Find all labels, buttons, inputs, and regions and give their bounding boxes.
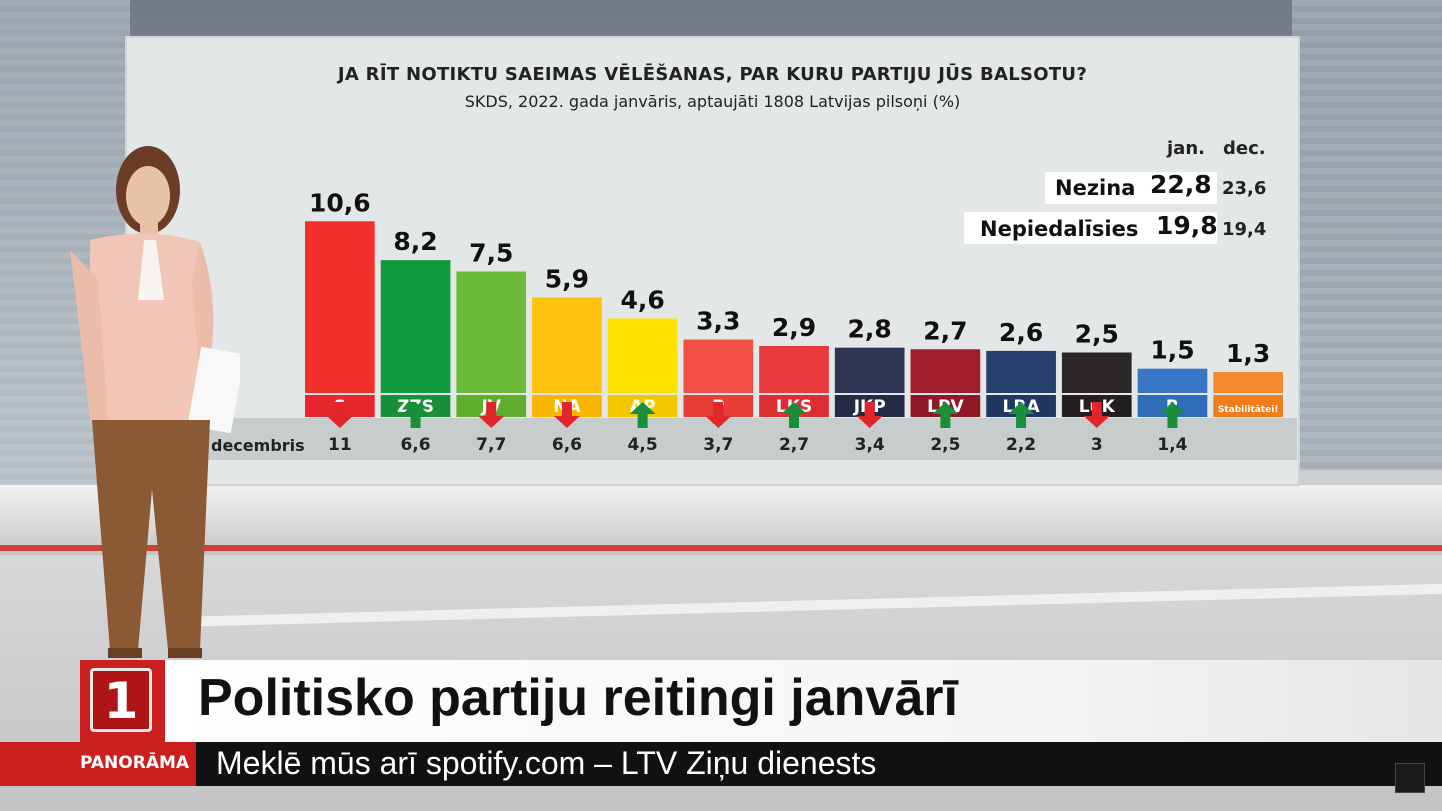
trend-up-icon — [1008, 402, 1035, 428]
bar-value-label: 3,3 — [696, 307, 740, 336]
bar — [759, 346, 829, 393]
headline-text: Politisko partiju reitingi janvārī — [198, 669, 958, 727]
previous-value-label: 3,4 — [855, 435, 885, 455]
bar-value-label: 2,9 — [772, 313, 816, 342]
side-row-current: 22,8 — [1150, 170, 1212, 199]
side-col-previous: dec. — [1223, 138, 1266, 159]
previous-value-label: 3,7 — [703, 435, 733, 455]
studio-wall-right — [1292, 0, 1442, 470]
bar — [834, 347, 905, 393]
previous-value-label: 1,4 — [1157, 435, 1187, 455]
previous-value-label: 4,5 — [628, 435, 658, 455]
trend-down-icon — [1083, 402, 1110, 428]
ticker-bar — [196, 742, 1442, 786]
trend-down-icon — [553, 402, 580, 428]
chart-subtitle: SKDS, 2022. gada janvāris, aptaujāti 180… — [464, 92, 961, 111]
bar-value-label: 1,3 — [1226, 339, 1270, 368]
bar-value-label: 8,2 — [393, 227, 437, 256]
trend-down-icon — [478, 402, 505, 428]
trend-up-icon — [402, 402, 429, 428]
side-row-label: Nepiedalīsies — [980, 217, 1139, 241]
bar — [683, 339, 754, 393]
side-row-label: Nezina — [1055, 176, 1136, 200]
studio-red-line — [0, 545, 1442, 551]
bar-value-label: 7,5 — [469, 239, 513, 268]
ticker-text: Meklē mūs arī spotify.com – LTV Ziņu die… — [216, 745, 877, 781]
trend-up-icon — [629, 402, 656, 428]
trend-up-icon — [1159, 402, 1186, 428]
studio-ledge — [0, 485, 1442, 555]
previous-value-label: 2,2 — [1006, 435, 1036, 455]
bar — [607, 318, 678, 393]
show-name-bar — [0, 742, 196, 786]
bar — [380, 260, 451, 393]
trend-up-icon — [932, 402, 959, 428]
previous-value-label: 11 — [328, 435, 352, 455]
channel-logo-number: 1 — [103, 672, 139, 730]
bar-value-label: 2,7 — [923, 316, 967, 345]
presenter-figure — [70, 146, 240, 658]
bar-value-label: 10,6 — [309, 188, 371, 217]
previous-value-label: 2,7 — [779, 435, 809, 455]
bar — [1061, 352, 1132, 393]
show-name: PANORĀMA — [80, 753, 190, 773]
bar — [305, 221, 375, 393]
previous-value-label: 7,7 — [476, 435, 506, 455]
channel-logo-frame: 1 — [90, 668, 152, 732]
previous-value-label: 3 — [1091, 435, 1103, 455]
bar-chart: S10,611ZZS8,26,6JV7,57,7NA5,96,6AP4,64,5… — [305, 188, 1283, 455]
previous-value-label: 6,6 — [552, 435, 582, 455]
bar-value-label: 1,5 — [1150, 336, 1194, 365]
bar — [532, 297, 602, 393]
side-row-current: 19,8 — [1156, 211, 1218, 240]
previous-value-label: 6,6 — [400, 435, 430, 455]
corner-bug — [1395, 763, 1425, 793]
bar-category-label: Stabilitātei! — [1218, 405, 1279, 415]
previous-month-label: decembris — [211, 436, 305, 455]
side-row-previous: 23,6 — [1222, 178, 1267, 199]
bar-value-label: 2,6 — [999, 318, 1043, 347]
bar — [986, 350, 1056, 393]
channel-logo: 1 — [80, 660, 165, 742]
previous-value-label: 2,5 — [930, 435, 960, 455]
lower-third-edge — [0, 660, 80, 742]
poll-screen: JA RĪT NOTIKTU SAEIMAS VĒLĒŠANAS, PAR KU… — [125, 36, 1300, 486]
bar-value-label: 2,8 — [848, 315, 892, 344]
trend-up-icon — [781, 402, 807, 428]
bar — [910, 349, 981, 393]
bar — [1213, 371, 1283, 393]
side-row-box — [964, 212, 1217, 244]
chart-title: JA RĪT NOTIKTU SAEIMAS VĒLĒŠANAS, PAR KU… — [337, 64, 1088, 85]
bar — [1137, 368, 1208, 393]
side-row-previous: 19,4 — [1222, 219, 1267, 240]
bar-value-label: 4,6 — [620, 285, 664, 314]
bar — [456, 271, 527, 393]
bar-value-label: 5,9 — [545, 264, 589, 293]
side-col-current: jan. — [1167, 138, 1205, 159]
trend-down-icon — [326, 402, 353, 428]
trend-down-icon — [856, 402, 883, 428]
headline-bar — [165, 660, 1442, 742]
bar-value-label: 2,5 — [1075, 320, 1119, 349]
previous-month-row — [207, 418, 1297, 460]
bar-category-box — [1213, 395, 1283, 417]
side-row-box — [1045, 172, 1217, 204]
trend-down-icon — [705, 402, 732, 428]
